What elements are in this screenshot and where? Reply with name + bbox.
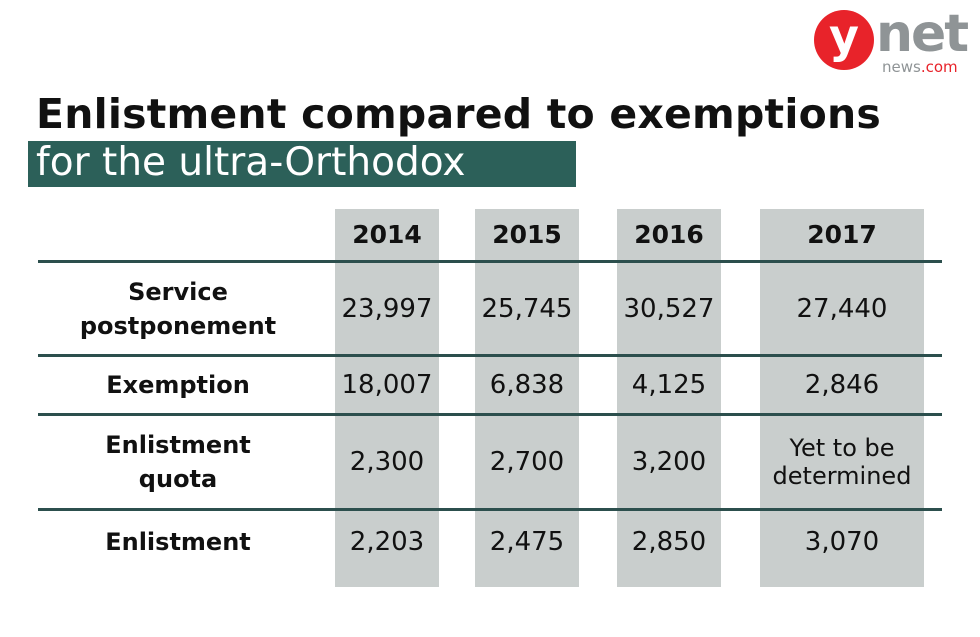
table-cell: 30,527 [623,293,715,324]
column-header: 2017 [807,220,877,249]
page-subtitle: for the ultra-Orthodox [36,140,466,185]
table-cell: 2,300 [349,447,425,477]
row-separator [38,354,942,357]
table-cell: 2,850 [631,527,707,557]
column-bg-2017 [760,209,924,587]
table-cell: 3,200 [631,447,707,477]
row-label-enlistment: Enlistment [105,528,251,556]
row-label-exemption: Exemption [106,371,250,399]
table-cell: 27,440 [796,293,888,324]
column-header: 2015 [492,220,562,249]
table-cell: 23,997 [341,293,433,324]
table-cell: 2,700 [489,447,565,477]
logo-word: net [876,4,969,64]
logo-subtext: news.com [882,58,958,76]
column-bg-2016 [617,209,721,587]
column-header: 2014 [352,220,422,249]
row-label-service-postponement: Service postponement [79,277,277,340]
logo-sub-main: news [882,58,921,76]
table-cell: 25,745 [481,293,573,324]
table-cell: 3,070 [804,527,880,557]
logo-circle: y [814,10,874,70]
column-bg-2014 [335,209,439,587]
table-cell: 18,007 [341,370,433,400]
table-cell: 2,846 [804,370,880,400]
table-cell: 2,203 [349,527,425,557]
row-separator [38,260,942,263]
table-cell: Yet to be determined [772,434,912,490]
logo-sub-domain: .com [920,58,958,76]
subtitle-band [28,141,576,187]
page-title: Enlistment compared to exemptions [36,90,881,138]
table-cell: 2,475 [489,527,565,557]
table-cell: 6,838 [489,370,565,400]
row-label-enlistment-quota: Enlistment quota [105,431,251,493]
column-header: 2016 [634,220,704,249]
row-separator [38,508,942,511]
column-bg-2015 [475,209,579,587]
table-cell: 4,125 [631,370,707,400]
ynet-logo: y net news.com [812,4,972,80]
row-separator [38,413,942,416]
